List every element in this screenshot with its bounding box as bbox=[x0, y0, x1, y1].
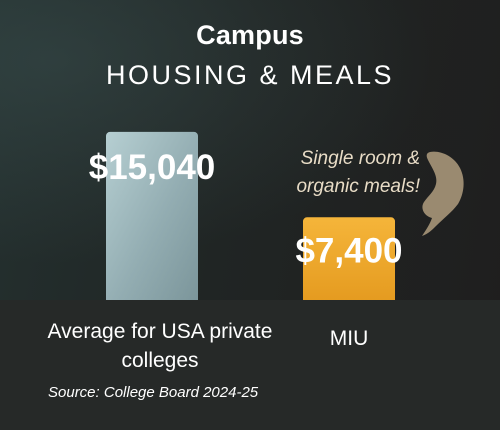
pointing-hand-icon bbox=[422, 151, 464, 236]
chart-title: Campus bbox=[196, 20, 304, 50]
x-label-miu: MIU bbox=[329, 327, 369, 350]
bar-value-label: $7,400 bbox=[295, 231, 402, 270]
bar-miu bbox=[303, 217, 395, 300]
chart-background bbox=[0, 0, 500, 300]
source-note: Source: College Board 2024-25 bbox=[48, 384, 259, 401]
annotation-text: Single room & organic meals! bbox=[296, 148, 420, 197]
bar-chart: $15,040 $7,400 bbox=[89, 131, 403, 300]
chart-subtitle: HOUSING & MEALS bbox=[105, 60, 395, 90]
label-band bbox=[0, 300, 500, 430]
bar-average bbox=[106, 131, 198, 300]
bar-value-label: $15,040 bbox=[89, 148, 216, 187]
x-label-average: Average for USA private colleges bbox=[47, 320, 273, 372]
